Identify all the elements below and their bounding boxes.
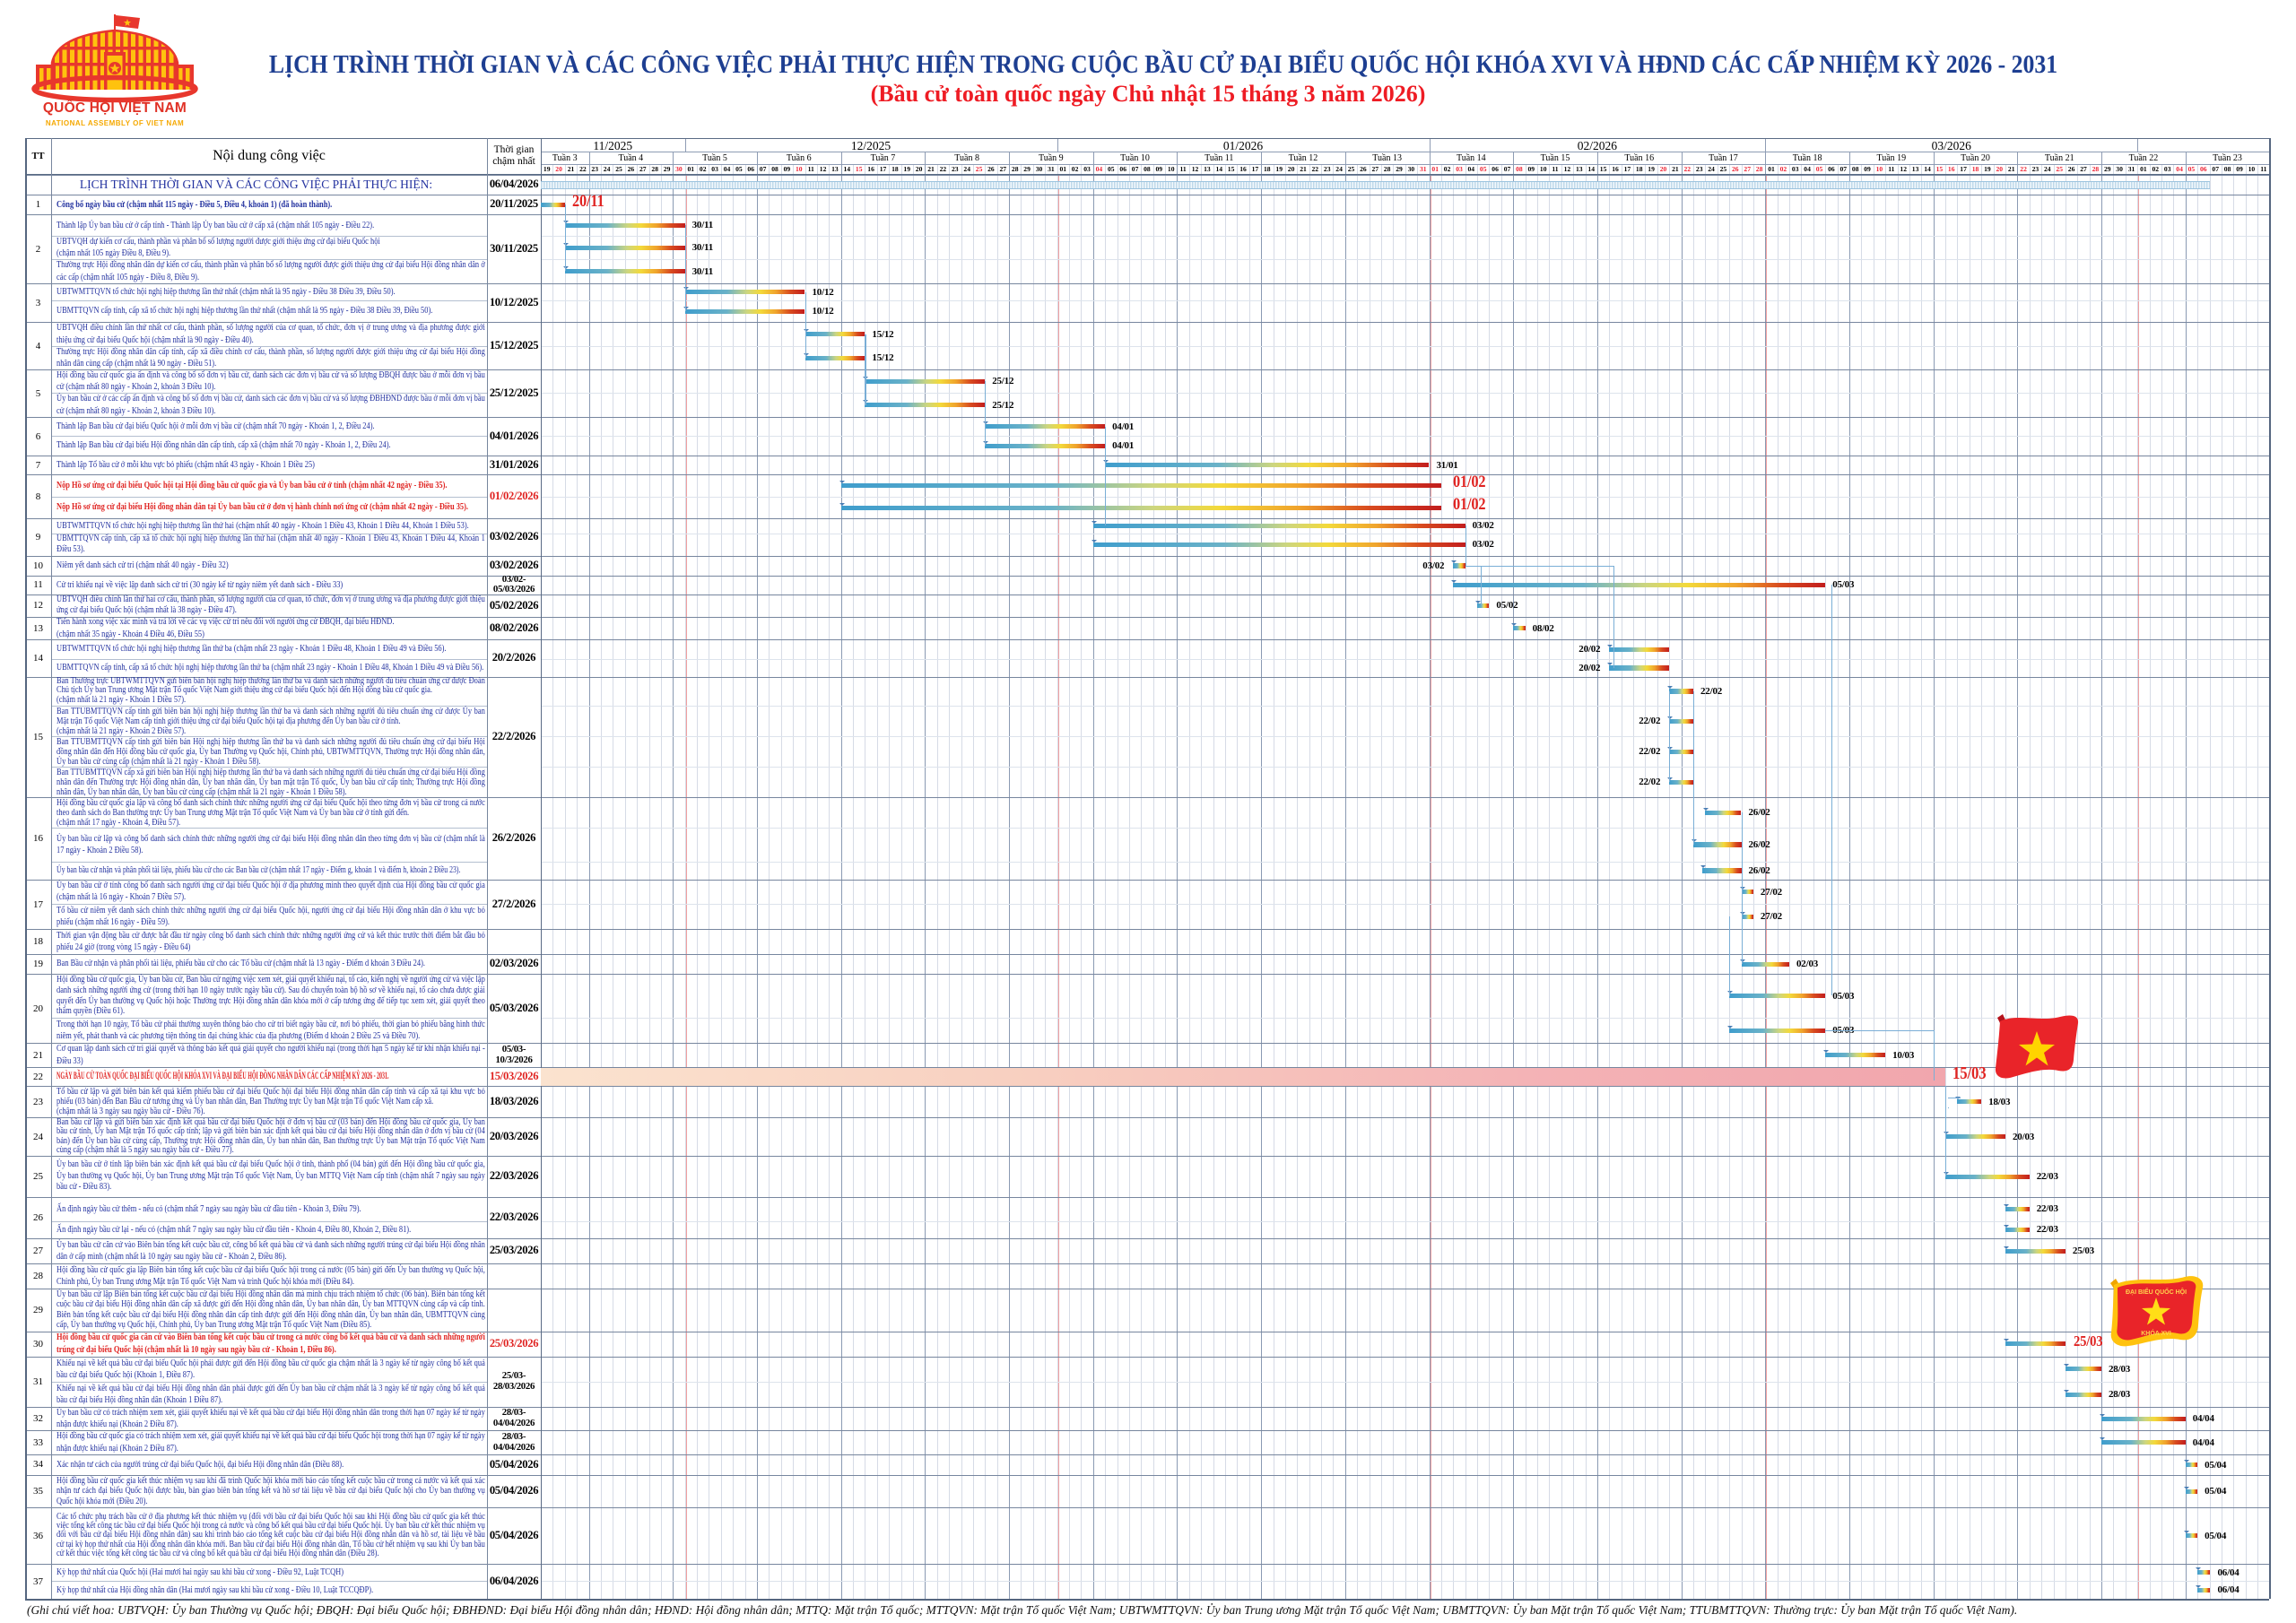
svg-text:NATIONAL ASSEMBLY OF VIET NAM: NATIONAL ASSEMBLY OF VIET NAM	[46, 119, 184, 127]
svg-text:QUỐC HỘI VIỆT NAM: QUỐC HỘI VIỆT NAM	[43, 100, 187, 116]
svg-text:KHÓA XVI: KHÓA XVI	[2141, 1329, 2171, 1337]
svg-text:ĐẠI BIỂU QUỐC HỘI: ĐẠI BIỂU QUỐC HỘI	[2126, 1287, 2187, 1296]
